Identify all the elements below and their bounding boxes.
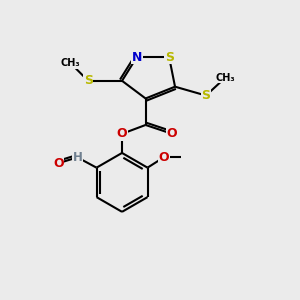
Text: H: H: [73, 151, 82, 164]
Text: CH₃: CH₃: [215, 73, 235, 83]
Text: N: N: [132, 51, 142, 64]
Text: S: S: [201, 89, 210, 102]
Text: O: O: [167, 127, 177, 140]
Text: O: O: [53, 157, 64, 170]
Text: S: S: [84, 74, 93, 87]
Text: S: S: [165, 51, 174, 64]
Text: O: O: [158, 151, 169, 164]
Text: CH₃: CH₃: [61, 58, 80, 68]
Text: O: O: [117, 127, 127, 140]
